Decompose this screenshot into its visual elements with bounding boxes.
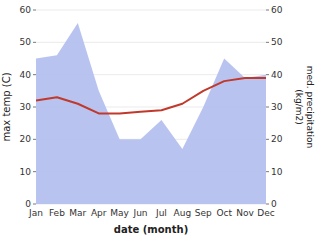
tick-label: May xyxy=(110,208,129,218)
tick-label: Feb xyxy=(49,208,65,218)
tick xyxy=(33,74,36,75)
tick-label: 50 xyxy=(20,37,32,47)
tick-label: Sep xyxy=(195,208,212,218)
y-axis-title: max temp (C) xyxy=(1,72,12,141)
tick-label: Dec xyxy=(257,208,274,218)
tick xyxy=(266,10,269,11)
tick-label: 30 xyxy=(20,102,32,112)
tick-label: 60 xyxy=(271,5,283,15)
tick xyxy=(33,42,36,43)
tick xyxy=(33,171,36,172)
tick-label: 60 xyxy=(20,5,32,15)
tick-label: Apr xyxy=(91,208,107,218)
y2-axis-title-line: med. precipitation xyxy=(305,66,315,148)
tick-label: Aug xyxy=(174,208,192,218)
tick-label: 40 xyxy=(20,70,32,80)
x-axis-title: date (month) xyxy=(114,224,188,235)
tick-label: Nov xyxy=(236,208,254,218)
tick-label: 40 xyxy=(271,70,283,80)
tick-label: 20 xyxy=(271,134,283,144)
tick-label: 10 xyxy=(20,167,32,177)
tick-label: 10 xyxy=(271,167,283,177)
tick xyxy=(33,204,36,205)
tick-label: Oct xyxy=(216,208,232,218)
y2-axis-title-line: (kg/m2) xyxy=(294,89,304,124)
area xyxy=(36,23,266,204)
tick-label: Jun xyxy=(133,208,148,218)
tick-label: 50 xyxy=(271,37,283,47)
tick xyxy=(33,139,36,140)
tick xyxy=(266,74,269,75)
y2-axis-title: med. precipitation(kg/m2) xyxy=(294,66,315,148)
tick-label: Jan xyxy=(28,208,43,218)
grid-line xyxy=(36,10,266,11)
tick xyxy=(266,139,269,140)
tick xyxy=(266,107,269,108)
tick xyxy=(33,10,36,11)
chart: 01020304050600102030405060JanFebMarAprMa… xyxy=(0,0,318,247)
tick-label: 20 xyxy=(20,134,32,144)
tick-label: Jul xyxy=(155,208,167,218)
line xyxy=(36,78,266,114)
tick xyxy=(266,171,269,172)
tick-label: Mar xyxy=(69,208,86,218)
plot-area xyxy=(36,23,266,204)
tick-label: 30 xyxy=(271,102,283,112)
tick xyxy=(266,42,269,43)
tick xyxy=(33,107,36,108)
tick xyxy=(266,204,269,205)
